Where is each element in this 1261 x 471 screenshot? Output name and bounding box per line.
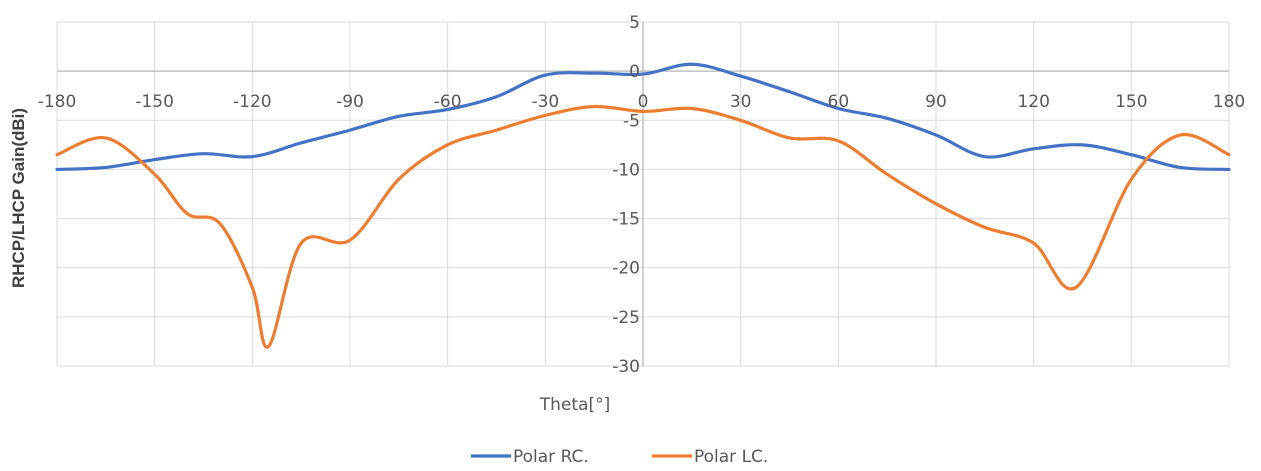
- y-tick-label: -20: [612, 259, 640, 279]
- legend-label: Polar LC.: [694, 447, 768, 467]
- y-tick-labels: 5 0 -5 -10 -15 -20 -25 -30: [612, 13, 640, 377]
- y-tick-label: -25: [612, 308, 640, 328]
- legend-label: Polar RC.: [513, 447, 589, 467]
- x-tick-label: -180: [38, 92, 77, 112]
- x-tick-label: 120: [1017, 92, 1049, 112]
- y-tick-label: -30: [612, 357, 640, 377]
- series-layer: [55, 62, 1231, 349]
- x-tick-label: -60: [434, 92, 462, 112]
- y-tick-label: -15: [612, 210, 640, 230]
- x-tick-label: -150: [135, 92, 174, 112]
- x-tick-label: 30: [730, 92, 752, 112]
- x-tick-labels: -180 -150 -120 -90 -60 -30 0 30 60 90 120 150 180: [38, 92, 1246, 112]
- y-tick-label: 0: [629, 62, 640, 82]
- series-line-polar-lc: [55, 104, 1231, 349]
- series-line-polar-rc: [55, 62, 1231, 172]
- x-tick-label: 150: [1115, 92, 1147, 112]
- x-tick-label: -30: [531, 92, 559, 112]
- grid-lines: [56, 21, 1230, 367]
- legend: Polar RC. Polar LC.: [471, 447, 768, 467]
- x-tick-label: 180: [1213, 92, 1245, 112]
- x-tick-label: -120: [233, 92, 272, 112]
- x-tick-label: 0: [638, 92, 649, 112]
- x-tick-label: 90: [925, 92, 947, 112]
- y-tick-label: -10: [612, 160, 640, 180]
- x-tick-label: -90: [336, 92, 364, 112]
- x-tick-label: 60: [828, 92, 850, 112]
- y-axis-title: RHCP/LHCP Gain(dBi): [9, 108, 28, 288]
- y-tick-label: 5: [629, 13, 640, 33]
- x-axis-title: Theta[°]: [539, 395, 610, 415]
- y-tick-label: -5: [623, 111, 640, 131]
